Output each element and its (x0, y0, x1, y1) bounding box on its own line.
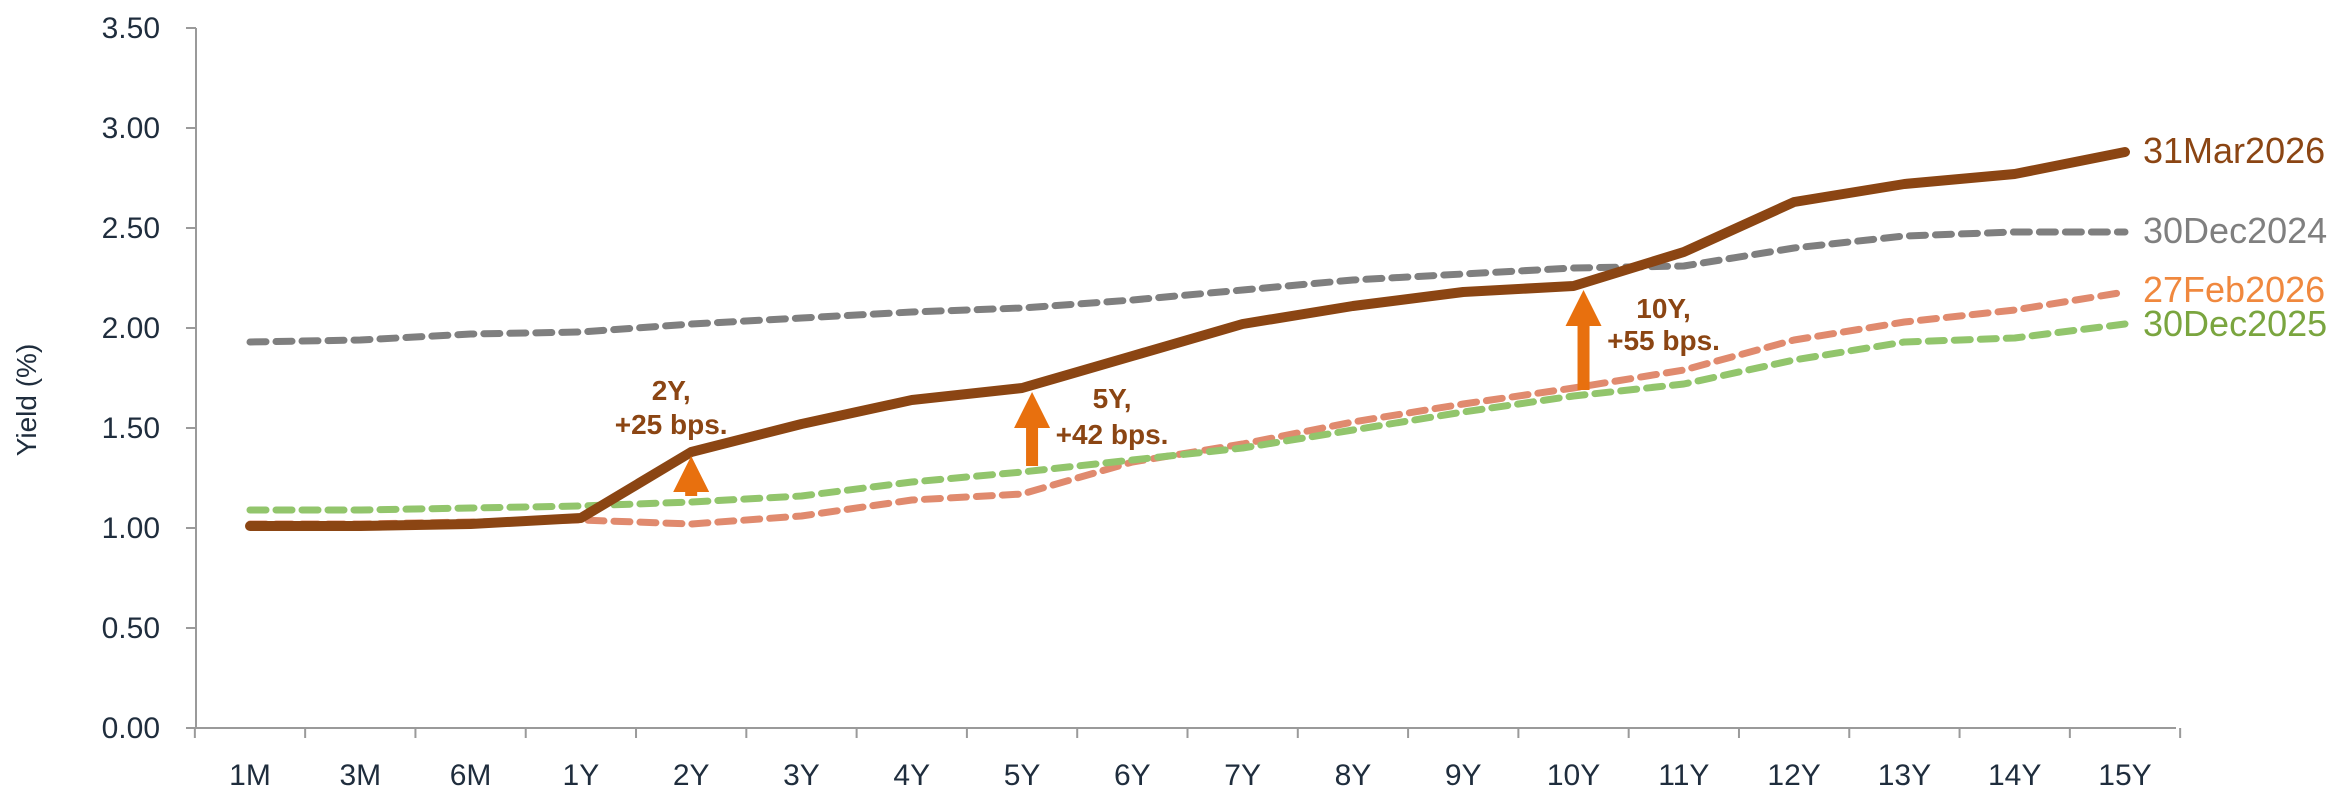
x-tick-label: 9Y (1445, 759, 1482, 788)
x-tick-label: 14Y (1988, 759, 2041, 788)
x-tick-label: 11Y (1658, 759, 1709, 788)
series-label: 27Feb2026 (2143, 269, 2325, 310)
y-tick-label: 3.00 (102, 112, 160, 145)
series-label: 30Dec2024 (2143, 210, 2327, 251)
annotation-change: +42 bps. (1056, 419, 1169, 450)
annotation-tenor: 10Y, (1636, 293, 1691, 324)
change-arrow (1565, 290, 1602, 390)
annotation-change: +25 bps. (615, 409, 728, 440)
x-tick-label: 10Y (1547, 759, 1600, 788)
series-line (245, 147, 2130, 531)
x-tick-label: 8Y (1335, 759, 1372, 788)
x-tick-label: 13Y (1878, 759, 1931, 788)
annotation-change: +55 bps. (1607, 325, 1720, 356)
y-axis-title: Yield (%) (11, 344, 42, 457)
y-ticks: 0.00 0.50 1.00 1.50 2.00 2.50 3.00 3.50 (102, 12, 196, 745)
series-label: 30Dec2025 (2143, 303, 2327, 344)
x-tick-label: 3Y (783, 759, 820, 788)
x-tick-label: 12Y (1767, 759, 1820, 788)
y-tick-label: 0.50 (102, 612, 160, 645)
annotation-tenor: 2Y, (652, 375, 691, 406)
change-arrows: 2Y,+25 bps. 5Y, +42 bps. 10Y,+55 bps. (615, 290, 1720, 496)
y-tick-label: 0.00 (102, 712, 160, 745)
series-line (246, 288, 2129, 528)
x-ticks: 1M 3M 6M 1Y 2Y 3Y 4Y 5Y 6Y 7Y 8Y 9Y 10Y 11Y 12Y 13Y 14Y 1… (193, 728, 2182, 788)
series-line (246, 228, 2129, 346)
change-arrow (1014, 392, 1051, 466)
x-tick-label: 3M (339, 759, 381, 788)
y-tick-label: 1.00 (102, 512, 160, 545)
y-tick-label: 1.50 (102, 412, 160, 445)
x-tick-label: 1M (229, 759, 271, 788)
axes (195, 28, 2176, 729)
x-tick-label: 4Y (893, 759, 930, 788)
x-tick-label: 1Y (563, 759, 600, 788)
y-tick-label: 2.00 (102, 312, 160, 345)
x-tick-label: 6M (450, 759, 492, 788)
x-tick-label: 5Y (1004, 759, 1041, 788)
x-tick-label: 15Y (2098, 759, 2151, 788)
y-tick-label: 2.50 (102, 212, 160, 245)
annotation-tenor: 5Y, (1093, 383, 1132, 414)
series-label: 31Mar2026 (2143, 130, 2325, 171)
x-tick-label: 2Y (673, 759, 710, 788)
x-tick-label: 7Y (1224, 759, 1261, 788)
series-line (246, 320, 2129, 514)
x-tick-label: 6Y (1114, 759, 1151, 788)
y-tick-label: 3.50 (102, 12, 160, 45)
change-arrow (673, 456, 710, 496)
series-lines (245, 147, 2130, 531)
